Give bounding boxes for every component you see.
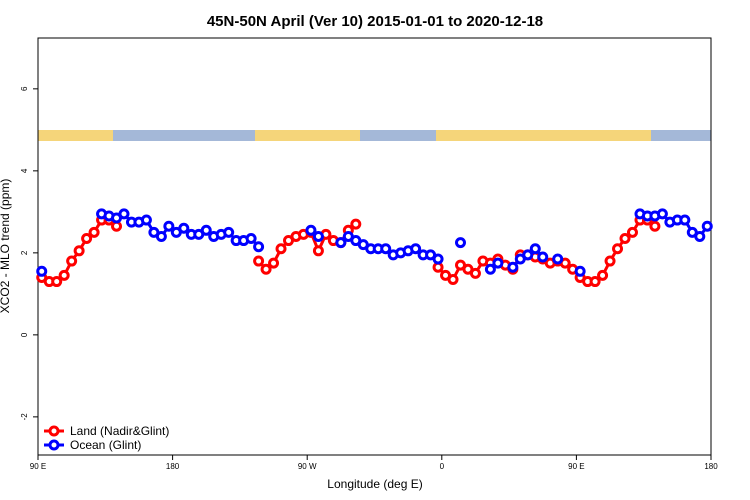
data-point xyxy=(447,274,459,286)
data-point xyxy=(432,253,444,265)
data-point xyxy=(268,257,280,269)
data-point xyxy=(484,263,496,275)
data-point xyxy=(454,237,466,249)
data-point xyxy=(701,220,713,232)
land-strip xyxy=(436,130,651,141)
data-point xyxy=(492,257,504,269)
data-point xyxy=(88,226,100,238)
data-point xyxy=(522,249,534,261)
data-point xyxy=(350,218,362,230)
data-point xyxy=(260,263,272,275)
data-point xyxy=(335,237,347,249)
ocean-strip xyxy=(113,130,255,141)
data-point xyxy=(36,265,48,277)
data-point xyxy=(619,233,631,245)
legend-marker xyxy=(48,425,60,437)
legend-label: Land (Nadir&Glint) xyxy=(70,424,169,438)
data-point xyxy=(380,243,392,255)
data-point xyxy=(200,224,212,236)
chart-title: 45N-50N April (Ver 10) 2015-01-01 to 202… xyxy=(207,13,543,30)
land-mask-strip xyxy=(38,130,711,141)
data-point xyxy=(51,276,63,288)
data-point xyxy=(118,208,130,220)
y-axis-label: XCO2 - MLO trend (ppm) xyxy=(0,179,12,314)
series xyxy=(36,208,713,277)
land-strip xyxy=(255,130,360,141)
x-tick-label: 90 E xyxy=(30,462,46,471)
data-point xyxy=(312,230,324,242)
data-point xyxy=(537,251,549,263)
data-point xyxy=(604,255,616,267)
data-point xyxy=(178,222,190,234)
data-point xyxy=(469,267,481,279)
y-tick-label: 2 xyxy=(20,250,29,255)
data-point xyxy=(66,255,78,267)
y-tick-label: 4 xyxy=(20,168,29,173)
x-tick-label: 0 xyxy=(440,462,445,471)
x-tick-label: 90 W xyxy=(298,462,317,471)
data-point xyxy=(275,243,287,255)
data-point xyxy=(253,255,265,267)
data-point xyxy=(223,226,235,238)
data-point xyxy=(140,214,152,226)
series-line xyxy=(101,212,709,271)
data-point xyxy=(253,241,265,253)
data-point xyxy=(155,230,167,242)
y-tick-label: 0 xyxy=(20,332,29,337)
data-point xyxy=(589,276,601,288)
data-point xyxy=(245,233,257,245)
legend-label: Ocean (Glint) xyxy=(70,438,141,452)
data-point xyxy=(305,224,317,236)
legend: Land (Nadir&Glint)Ocean (Glint) xyxy=(44,424,169,452)
data-point xyxy=(626,226,638,238)
y-tick-label: 6 xyxy=(20,86,29,91)
data-point xyxy=(612,243,624,255)
data-point xyxy=(597,269,609,281)
ocean-strip xyxy=(360,130,436,141)
data-point xyxy=(656,208,668,220)
y-tick-label: -2 xyxy=(20,413,29,421)
data-point xyxy=(574,265,586,277)
data-point xyxy=(552,253,564,265)
data-point xyxy=(73,245,85,257)
x-tick-label: 180 xyxy=(166,462,180,471)
ocean-strip xyxy=(651,130,711,141)
x-tick-label: 180 xyxy=(704,462,718,471)
data-point xyxy=(163,220,175,232)
data-point xyxy=(649,220,661,232)
plot-frame xyxy=(37,37,712,456)
land-strip xyxy=(38,130,113,141)
data-point xyxy=(312,245,324,257)
data-point xyxy=(679,214,691,226)
x-axis-label: Longitude (deg E) xyxy=(327,477,422,491)
data-point xyxy=(58,269,70,281)
legend-marker xyxy=(48,439,60,451)
data-point xyxy=(507,261,519,273)
data-point xyxy=(694,230,706,242)
data-point xyxy=(529,243,541,255)
x-tick-label: 90 E xyxy=(568,462,584,471)
data-point xyxy=(410,243,422,255)
data-point xyxy=(81,233,93,245)
